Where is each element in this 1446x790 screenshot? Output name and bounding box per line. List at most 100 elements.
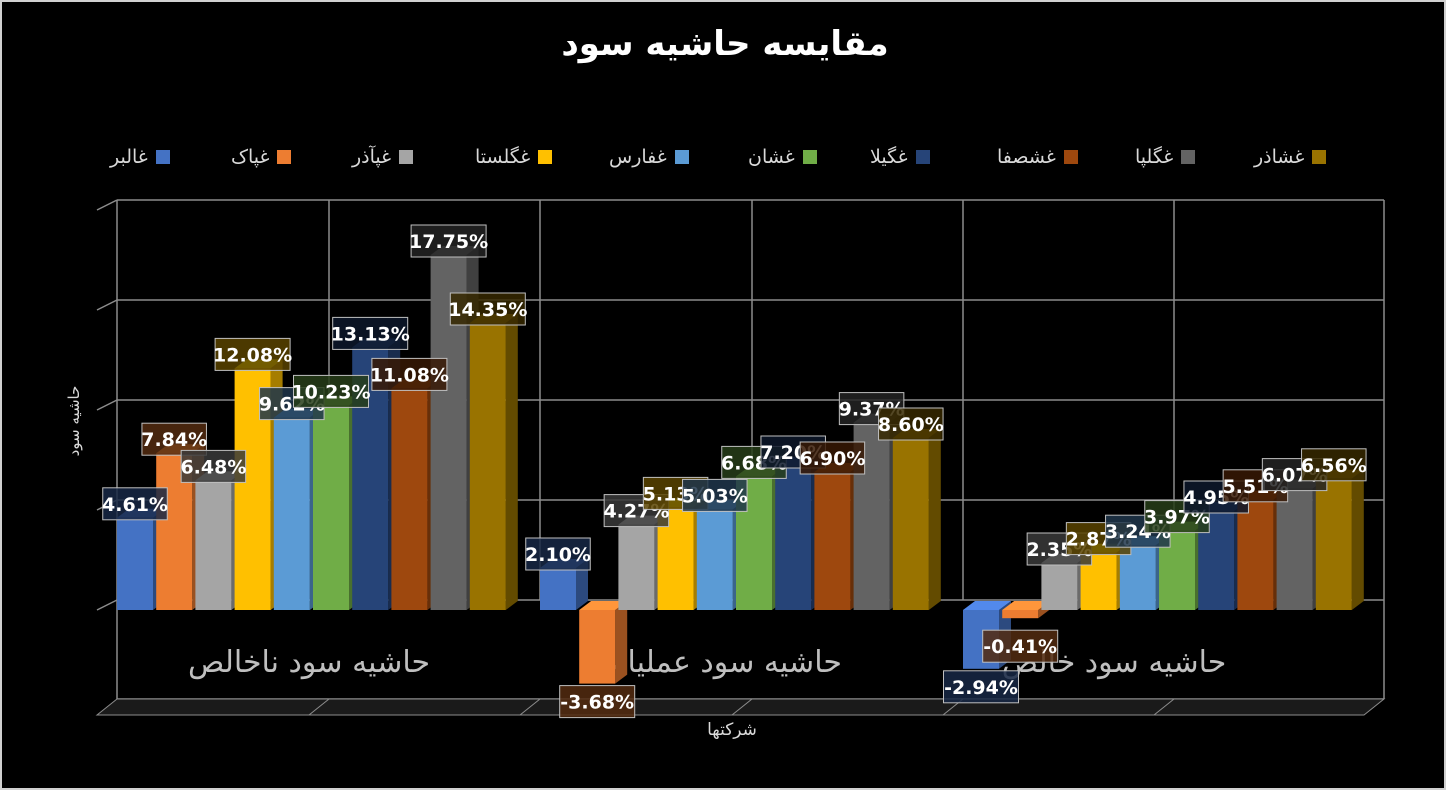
legend-swatch <box>802 150 817 164</box>
data-label-box <box>1301 448 1367 482</box>
legend-item: غپآذر <box>352 140 414 174</box>
legend-label: غگلستا <box>475 146 531 168</box>
floor-base <box>95 698 1386 716</box>
bar-side <box>1351 469 1364 610</box>
legend-label: غفارس <box>609 146 667 168</box>
legend-item: غگلستا <box>475 140 553 174</box>
data-label-box <box>878 407 944 441</box>
category-label: حاشیه سود عملیاتی <box>594 645 842 680</box>
bar <box>391 388 428 610</box>
legend-label: غشان <box>748 146 795 168</box>
data-label: 6.48% <box>180 456 246 478</box>
x-axis-title: شرکتها <box>707 720 757 740</box>
data-label: 6.90% <box>799 448 865 470</box>
legend-swatch <box>1312 150 1327 164</box>
category-label: حاشیه سود ناخالص <box>188 645 430 680</box>
legend-item: غگلپا <box>1135 140 1196 174</box>
floor-divider <box>519 698 541 716</box>
data-label: 17.75% <box>409 231 488 253</box>
bar <box>892 438 929 610</box>
bar <box>273 417 310 610</box>
legend-swatch <box>674 150 689 164</box>
floor-divider <box>1153 698 1175 716</box>
bar-top <box>579 601 628 610</box>
floor-divider <box>308 698 330 716</box>
legend-label: غشاذر <box>1254 146 1305 168</box>
legend-swatch <box>277 150 292 164</box>
data-label: -2.94% <box>944 677 1018 699</box>
data-label: 13.13% <box>331 323 410 345</box>
data-label-box <box>332 316 409 350</box>
data-label-box <box>141 422 207 456</box>
gridline-tick <box>96 599 118 611</box>
legend-label: غگیلا <box>870 146 908 168</box>
legend: غالبر غپاک غپآذر غگلستا غفارس غشان غگیلا غشصفا غ… <box>2 140 1446 174</box>
data-label-box <box>682 478 748 512</box>
data-label-box <box>525 537 591 571</box>
bar-top <box>963 601 1011 610</box>
legend-item: غشصفا <box>997 140 1078 174</box>
bar <box>618 524 655 610</box>
bar-side <box>615 601 628 684</box>
data-label: 7.84% <box>141 429 207 451</box>
legend-item: غگیلا <box>870 140 930 174</box>
bar <box>579 610 616 684</box>
bar <box>1041 563 1078 610</box>
legend-item: غپاک <box>231 140 292 174</box>
bar-side <box>928 429 941 610</box>
legend-label: غپاک <box>231 146 270 168</box>
bar <box>814 472 851 610</box>
bar-side <box>505 314 518 610</box>
data-label-box <box>799 441 866 475</box>
bar <box>775 466 812 610</box>
legend-swatch <box>155 150 170 164</box>
legend-swatch <box>1063 150 1078 164</box>
data-label-box <box>371 357 448 391</box>
legend-label: غگلپا <box>1135 146 1174 168</box>
gridline-tick <box>96 299 118 311</box>
gridline-tick <box>96 399 118 411</box>
legend-swatch <box>399 150 414 164</box>
data-label: -3.68% <box>560 692 634 714</box>
data-label-box <box>982 629 1059 663</box>
legend-item: غشان <box>748 140 817 174</box>
data-label: 5.03% <box>682 485 748 507</box>
data-label-box <box>180 449 247 483</box>
bar <box>1237 499 1274 610</box>
legend-swatch <box>538 150 553 164</box>
gridline-tick <box>96 199 118 211</box>
legend-item: غالبر <box>110 140 170 174</box>
bar <box>195 480 232 610</box>
data-label: 10.23% <box>291 381 370 403</box>
data-label: 12.08% <box>213 344 292 366</box>
legend-swatch <box>915 150 930 164</box>
data-label-box <box>943 670 1019 704</box>
data-label-box <box>449 292 526 326</box>
bar <box>696 509 733 610</box>
legend-item: غشاذر <box>1254 140 1327 174</box>
bar <box>117 517 153 610</box>
data-label-box <box>214 337 291 371</box>
data-label: 8.60% <box>878 414 944 436</box>
legend-label: غشصفا <box>997 146 1056 168</box>
y-axis-title: حاشیه سود <box>65 385 83 457</box>
bar <box>1119 545 1156 610</box>
data-label: 2.10% <box>525 544 591 566</box>
data-label: -0.41% <box>983 636 1057 658</box>
bar <box>1315 478 1352 610</box>
legend-label: غپآذر <box>352 146 392 168</box>
data-label-box <box>410 224 487 258</box>
bar <box>469 323 506 610</box>
bar <box>313 405 349 610</box>
data-label: 4.61% <box>102 494 168 516</box>
data-label-box <box>102 487 168 521</box>
data-label: 11.08% <box>370 364 449 386</box>
bar <box>540 568 576 610</box>
data-label: 14.35% <box>448 299 527 321</box>
bar <box>1002 610 1039 619</box>
bar <box>1276 488 1313 610</box>
legend-swatch <box>1181 150 1196 164</box>
bar-top <box>1002 601 1051 610</box>
